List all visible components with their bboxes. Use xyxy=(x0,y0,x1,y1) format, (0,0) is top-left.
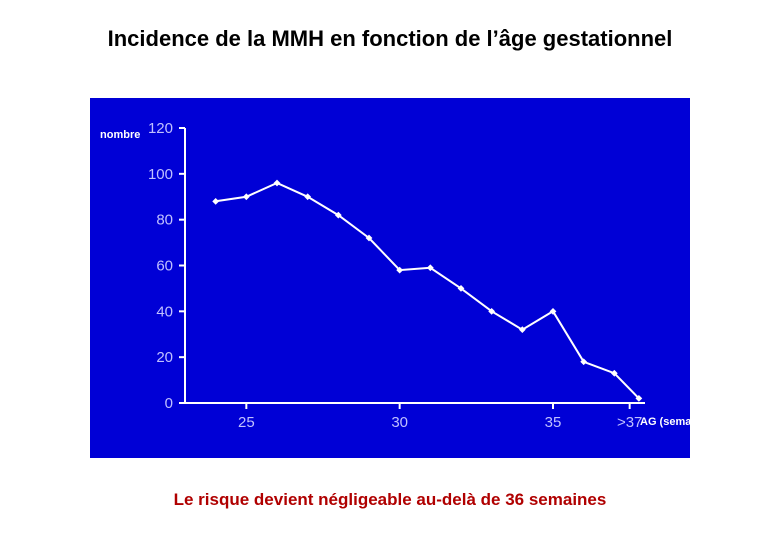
y-axis-label: nombre xyxy=(100,129,140,141)
x-tick-label: 25 xyxy=(238,414,255,431)
data-line xyxy=(216,183,639,398)
x-axis-label: AG (semaines) xyxy=(640,416,690,428)
y-tick-label: 80 xyxy=(156,212,173,229)
y-tick-label: 40 xyxy=(156,303,173,320)
data-marker xyxy=(243,193,250,200)
slide-title: Incidence de la MMH en fonction de l’âge… xyxy=(0,26,780,52)
slide: Incidence de la MMH en fonction de l’âge… xyxy=(0,0,780,540)
y-tick-label: 60 xyxy=(156,258,173,275)
slide-caption: Le risque devient négligeable au-delà de… xyxy=(0,490,780,510)
x-tick-label: >37 xyxy=(617,414,642,431)
chart-svg: 0 20 40 60 80 100 120 25 30 35 >37 nombre AG (semain… xyxy=(90,98,690,458)
y-tick-label: 100 xyxy=(148,166,173,183)
y-tick-label: 0 xyxy=(165,395,173,412)
x-tick-label: 30 xyxy=(391,414,408,431)
line-chart: 0 20 40 60 80 100 120 25 30 35 >37 nombre AG (semain… xyxy=(90,98,690,458)
y-tick-label: 120 xyxy=(148,120,173,137)
x-tick-label: 35 xyxy=(545,414,562,431)
y-tick-label: 20 xyxy=(156,349,173,366)
data-marker xyxy=(212,198,219,205)
data-marker xyxy=(274,180,281,187)
